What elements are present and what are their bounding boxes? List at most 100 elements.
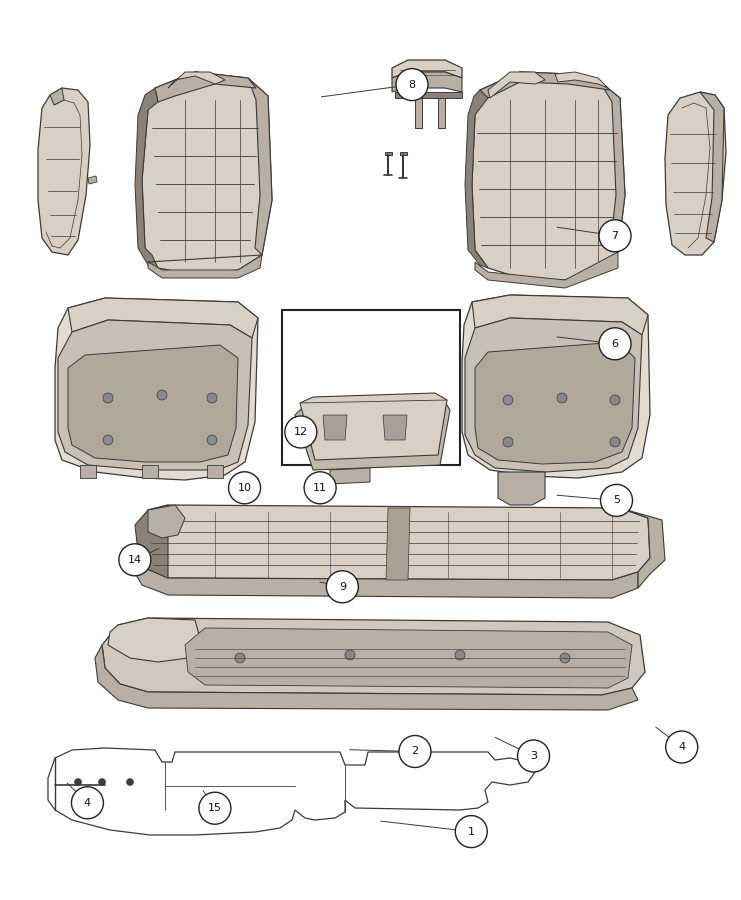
Polygon shape	[438, 98, 445, 128]
Polygon shape	[68, 345, 238, 462]
Circle shape	[99, 778, 105, 786]
Polygon shape	[465, 90, 488, 268]
Text: 4: 4	[84, 797, 91, 808]
Polygon shape	[330, 468, 370, 484]
Polygon shape	[142, 72, 272, 275]
Text: 9: 9	[339, 581, 346, 592]
Circle shape	[103, 435, 113, 445]
Circle shape	[127, 778, 133, 786]
Polygon shape	[295, 397, 450, 470]
Circle shape	[455, 650, 465, 660]
Polygon shape	[475, 252, 618, 288]
Text: 10: 10	[238, 482, 251, 493]
Circle shape	[557, 393, 567, 403]
Polygon shape	[392, 60, 462, 78]
Polygon shape	[323, 415, 347, 440]
Circle shape	[75, 778, 82, 786]
Polygon shape	[392, 72, 462, 92]
Circle shape	[235, 653, 245, 663]
Circle shape	[119, 544, 151, 576]
Circle shape	[304, 472, 336, 504]
Polygon shape	[465, 318, 642, 472]
Circle shape	[665, 731, 698, 763]
Text: 4: 4	[678, 742, 685, 752]
Circle shape	[399, 735, 431, 768]
Bar	[282, 310, 460, 465]
Polygon shape	[55, 298, 258, 480]
Circle shape	[599, 220, 631, 252]
Polygon shape	[148, 505, 185, 538]
Circle shape	[455, 815, 488, 848]
Polygon shape	[50, 88, 64, 105]
Polygon shape	[135, 88, 158, 268]
Text: 5: 5	[613, 495, 620, 506]
Circle shape	[503, 395, 513, 405]
Text: 11: 11	[313, 482, 327, 493]
Polygon shape	[488, 72, 545, 98]
Circle shape	[157, 390, 167, 400]
Polygon shape	[88, 176, 97, 184]
Polygon shape	[95, 645, 638, 710]
Polygon shape	[155, 72, 256, 102]
Polygon shape	[102, 618, 645, 695]
Polygon shape	[38, 88, 90, 255]
Circle shape	[345, 650, 355, 660]
Polygon shape	[300, 393, 447, 460]
Circle shape	[228, 472, 261, 504]
Text: 3: 3	[530, 751, 537, 761]
Polygon shape	[700, 92, 724, 242]
Polygon shape	[385, 152, 392, 155]
Polygon shape	[80, 465, 96, 478]
Circle shape	[517, 740, 550, 772]
Circle shape	[610, 437, 620, 447]
Polygon shape	[135, 505, 168, 578]
Polygon shape	[600, 82, 625, 252]
Circle shape	[207, 435, 217, 445]
Polygon shape	[475, 342, 635, 464]
Polygon shape	[472, 72, 625, 280]
Polygon shape	[472, 295, 648, 335]
Text: 12: 12	[293, 427, 308, 437]
Text: 6: 6	[611, 338, 619, 349]
Polygon shape	[400, 152, 407, 155]
Circle shape	[285, 416, 317, 448]
Circle shape	[503, 437, 513, 447]
Polygon shape	[138, 505, 650, 580]
Polygon shape	[168, 72, 225, 88]
Text: 7: 7	[611, 230, 619, 241]
Circle shape	[207, 393, 217, 403]
Polygon shape	[58, 320, 252, 470]
Polygon shape	[185, 628, 632, 688]
Text: 2: 2	[411, 746, 419, 757]
Polygon shape	[395, 92, 462, 98]
Text: 14: 14	[127, 554, 142, 565]
Polygon shape	[132, 552, 638, 598]
Circle shape	[599, 328, 631, 360]
Polygon shape	[248, 78, 272, 255]
Polygon shape	[148, 255, 262, 278]
Text: 1: 1	[468, 826, 475, 837]
Circle shape	[610, 395, 620, 405]
Polygon shape	[142, 465, 158, 478]
Polygon shape	[207, 465, 223, 478]
Polygon shape	[498, 472, 545, 505]
Circle shape	[560, 653, 570, 663]
Circle shape	[600, 484, 633, 517]
Polygon shape	[415, 98, 422, 128]
Polygon shape	[620, 508, 665, 588]
Text: 8: 8	[408, 79, 416, 90]
Circle shape	[71, 787, 104, 819]
Circle shape	[396, 68, 428, 101]
Circle shape	[326, 571, 359, 603]
Polygon shape	[665, 92, 726, 255]
Polygon shape	[386, 508, 410, 580]
Polygon shape	[555, 72, 608, 88]
Polygon shape	[108, 618, 200, 662]
Polygon shape	[383, 415, 407, 440]
Circle shape	[103, 393, 113, 403]
Polygon shape	[480, 72, 610, 98]
Circle shape	[199, 792, 231, 824]
Polygon shape	[68, 298, 258, 338]
Text: 15: 15	[208, 803, 222, 814]
Polygon shape	[462, 295, 650, 478]
